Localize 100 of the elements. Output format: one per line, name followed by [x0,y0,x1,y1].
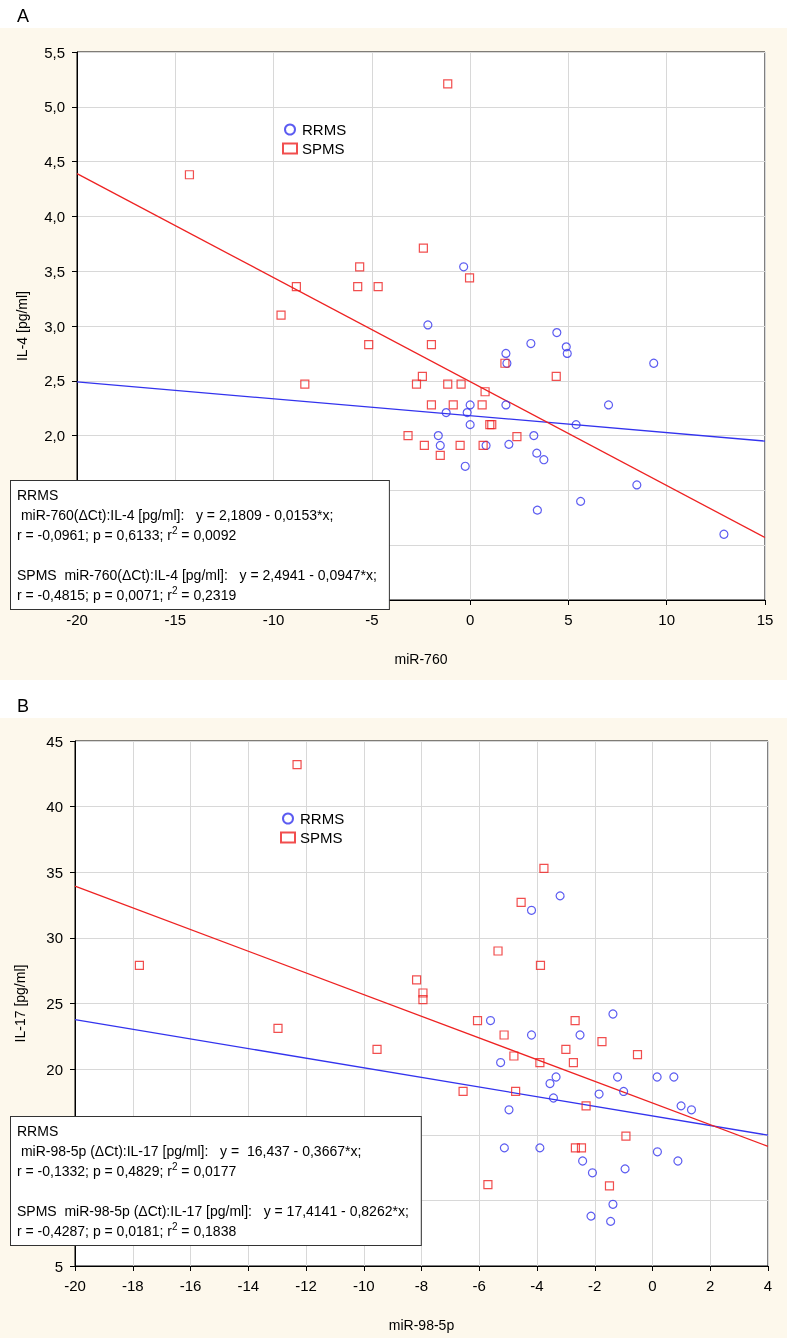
point [499,1030,509,1040]
point [134,960,144,971]
point [539,863,549,873]
point [403,431,413,441]
x-tick-label: -15 [164,611,187,628]
point [608,1009,618,1019]
legend-label: RRMS [300,810,345,827]
x-tick-label: -5 [365,611,379,628]
x-axis-title: miR-760 [394,651,448,667]
y-tick-label: 4,0 [44,207,65,225]
chart-title: A [17,6,30,26]
point [465,420,475,430]
point [619,1086,629,1097]
point [535,960,546,971]
x-tick-label: 2 [706,1277,715,1294]
y-tick-label: 4,5 [44,153,65,171]
point [597,1036,607,1047]
point [676,1101,686,1111]
y-tick-label: 20 [46,1060,63,1078]
point [480,387,490,397]
point [516,897,526,908]
point [483,1180,493,1190]
point [509,1051,519,1061]
point [435,440,445,451]
y-tick-label: 40 [46,798,63,816]
point [355,262,365,272]
point [561,1044,571,1055]
point [570,1143,580,1153]
point [418,988,428,998]
point [419,440,429,451]
point [426,340,437,350]
x-tick-label: -20 [66,611,88,628]
point [551,371,561,382]
point [608,1199,618,1209]
point [291,281,301,292]
point [575,1030,585,1040]
point [669,1072,679,1082]
point [184,170,195,180]
point [548,1093,559,1103]
point [504,1105,514,1115]
point [417,371,427,382]
point [719,529,729,539]
point [472,1015,483,1026]
x-tick-label: -16 [179,1277,202,1294]
point [455,440,465,451]
point [594,1089,604,1099]
point [571,420,581,430]
x-tick-label: -4 [530,1277,544,1294]
x-tick-label: 15 [756,611,774,628]
point [673,1156,683,1166]
x-tick-label: 5 [564,611,573,628]
point [526,338,536,349]
point [568,1057,578,1068]
y-tick-label: 3,0 [44,317,65,335]
point [460,461,470,471]
point [581,1101,591,1111]
x-tick-label: -6 [472,1277,486,1294]
legend-label: RRMS [302,121,347,138]
point [441,407,451,418]
point [372,1044,382,1055]
point [501,400,511,410]
point [652,1072,662,1082]
point [686,1105,697,1115]
point [620,1164,630,1174]
point [276,310,286,320]
x-tick-label: -12 [295,1277,317,1294]
point [652,1147,663,1157]
x-tick-label: 4 [763,1277,773,1294]
point [545,1078,555,1089]
point [570,1015,580,1026]
x-tick-label: 0 [465,611,475,628]
legend-label: SPMS [302,140,345,157]
x-tick-label: -14 [237,1277,260,1294]
point [485,1015,496,1026]
point [501,348,511,358]
point [532,448,542,458]
point [555,891,565,901]
point [512,432,522,442]
point [632,1050,643,1060]
point [606,1216,616,1226]
point [273,1023,283,1034]
y-axis-title: IL-4 [pg/ml] [14,290,30,362]
point [612,1072,623,1082]
x-tick-label: 0 [648,1277,657,1294]
y-tick-label: 5,0 [44,98,65,116]
point [462,407,472,418]
point [603,400,614,410]
point [578,1156,588,1166]
point [621,1131,631,1141]
point [426,400,437,410]
point [576,1143,587,1153]
point [292,760,302,770]
y-tick-label: 2,0 [44,427,65,445]
y-tick-label: 5 [54,1257,63,1275]
point [456,379,466,389]
point [464,273,475,283]
x-tick-label: -10 [262,611,285,628]
point [459,262,469,272]
point [418,994,428,1005]
y-tick-label: 35 [46,863,63,881]
